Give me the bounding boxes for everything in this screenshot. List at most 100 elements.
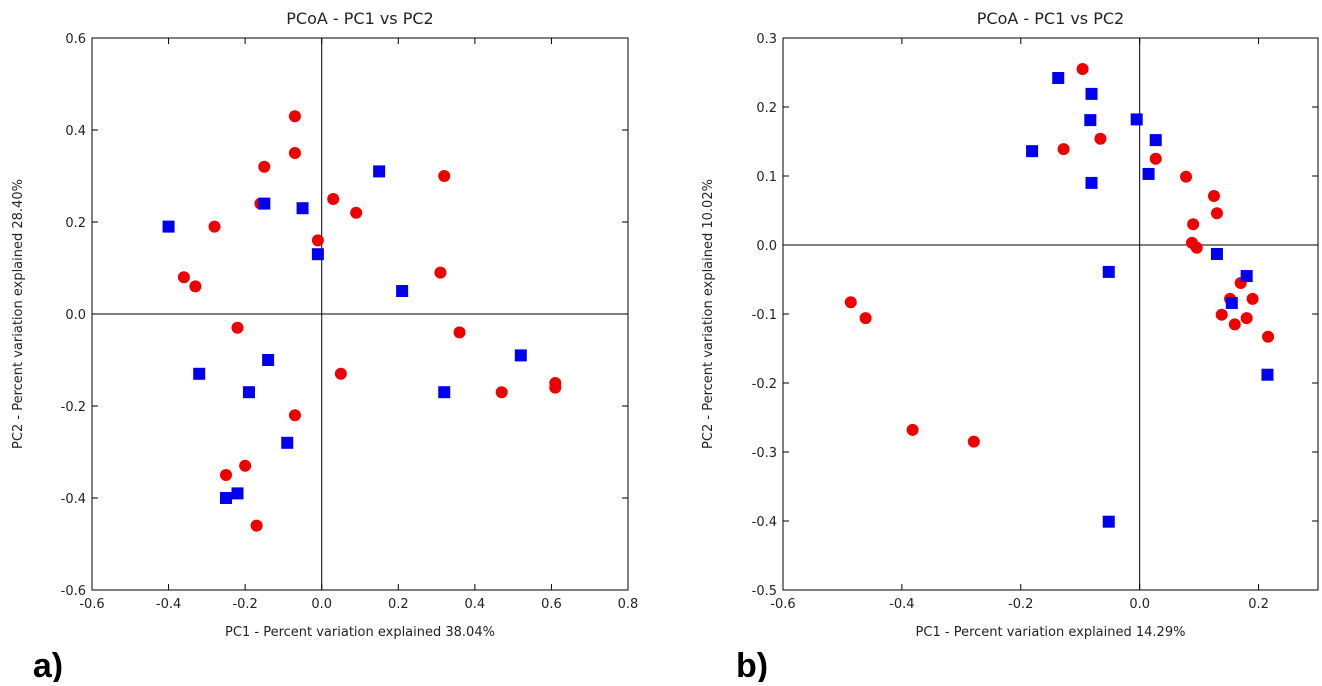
point (1240, 270, 1253, 283)
point (906, 423, 919, 436)
point (1149, 152, 1162, 165)
point (859, 312, 872, 325)
point (1102, 515, 1115, 528)
y-tick-label: 0.2 (65, 216, 86, 231)
x-tick-label: 0.6 (541, 597, 562, 612)
point (1057, 143, 1070, 156)
y-tick-label: 0.0 (65, 308, 86, 323)
point (1187, 218, 1200, 231)
y-tick-label: -0.4 (752, 515, 777, 530)
point (189, 280, 202, 293)
x-tick-label: 0.2 (1248, 597, 1269, 612)
x-tick-label: 0.0 (1129, 597, 1150, 612)
point (1102, 265, 1115, 278)
point (967, 435, 980, 448)
x-tick-label: -0.6 (79, 597, 104, 612)
y-tick-label: -0.1 (752, 308, 777, 323)
point (1026, 145, 1039, 158)
point (1076, 63, 1089, 76)
y-tick-label: -0.5 (752, 584, 777, 599)
x-tick-label: -0.4 (156, 597, 181, 612)
x-tick-label: 0.0 (311, 597, 332, 612)
point (1240, 312, 1253, 325)
y-tick-label: 0.3 (756, 32, 777, 47)
point (231, 487, 244, 500)
y-tick-label: 0.4 (65, 124, 86, 139)
point (296, 202, 309, 215)
point (434, 266, 447, 279)
x-axis-label: PC1 - Percent variation explained 14.29% (916, 625, 1186, 640)
x-tick-label: -0.2 (1008, 597, 1033, 612)
y-tick-label: -0.6 (61, 584, 86, 599)
point (396, 285, 409, 297)
point (288, 147, 301, 159)
y-tick-label: 0.2 (756, 101, 777, 116)
point (1228, 318, 1241, 331)
point (1261, 368, 1274, 381)
x-tick-label: -0.6 (770, 597, 795, 612)
point (844, 296, 857, 309)
point (549, 381, 562, 394)
point (514, 349, 527, 362)
point (262, 354, 275, 366)
point (1130, 113, 1143, 126)
point (373, 165, 386, 178)
point (220, 469, 232, 481)
point (239, 459, 252, 472)
point (1210, 207, 1223, 220)
point (334, 367, 347, 380)
point (1210, 247, 1223, 260)
point (1215, 308, 1228, 321)
point (231, 321, 244, 334)
x-tick-label: -0.2 (232, 597, 257, 612)
y-tick-label: -0.4 (61, 492, 86, 507)
point (311, 234, 324, 247)
point (220, 492, 232, 504)
point (250, 519, 263, 532)
point (1094, 132, 1107, 145)
point (350, 206, 363, 219)
point (453, 326, 466, 339)
point (1180, 170, 1193, 183)
point (1262, 330, 1275, 343)
point (327, 193, 340, 205)
y-tick-label: 0.1 (756, 170, 777, 185)
point (1149, 134, 1162, 147)
panel-label: a) (33, 647, 63, 682)
point (288, 409, 301, 422)
point (193, 367, 206, 380)
chart-title: PCoA - PC1 vs PC2 (977, 9, 1124, 28)
x-tick-label: 0.4 (465, 597, 486, 612)
point (288, 110, 301, 123)
point (281, 436, 294, 449)
point (162, 220, 175, 233)
point (177, 271, 190, 284)
point (1084, 114, 1097, 127)
y-tick-label: 0.0 (756, 239, 777, 254)
point (311, 248, 324, 261)
point (1085, 87, 1098, 100)
point (1225, 296, 1238, 309)
point (258, 197, 271, 210)
x-tick-label: -0.4 (889, 597, 914, 612)
x-tick-label: 0.8 (618, 597, 639, 612)
point (208, 220, 221, 233)
y-axis-label: PC2 - Percent variation explained 10.02% (701, 179, 716, 449)
point (1085, 176, 1098, 189)
point (438, 386, 451, 399)
chart-title: PCoA - PC1 vs PC2 (286, 9, 433, 28)
point (495, 386, 508, 399)
panel-label: b) (736, 647, 768, 682)
y-axis-label: PC2 - Percent variation explained 28.40% (11, 179, 26, 449)
x-axis-label: PC1 - Percent variation explained 38.04% (225, 625, 495, 640)
y-tick-label: -0.2 (752, 377, 777, 392)
y-tick-label: -0.2 (61, 400, 86, 415)
y-tick-label: 0.6 (65, 32, 86, 47)
y-tick-label: -0.3 (752, 446, 777, 461)
point (1190, 241, 1203, 254)
point (438, 170, 451, 182)
point (1142, 167, 1155, 180)
point (242, 386, 255, 399)
point (1246, 292, 1259, 305)
